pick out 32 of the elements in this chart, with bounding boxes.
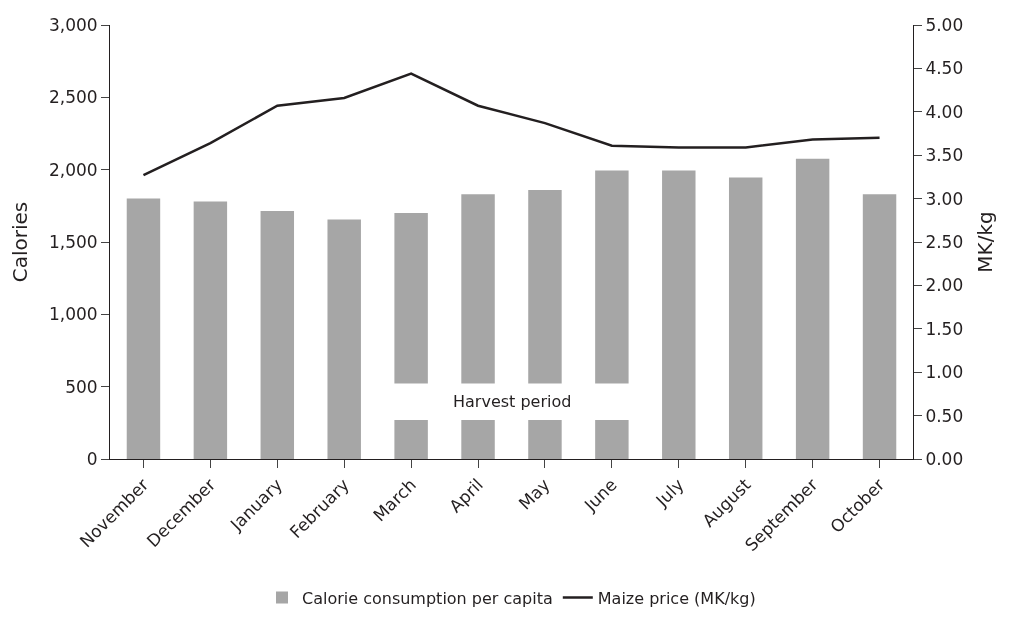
y2-axis-title: MK/kg — [972, 211, 997, 273]
y-tick-label: 500 — [65, 376, 98, 397]
bar — [795, 158, 830, 459]
y2-tick-label: 4.00 — [925, 101, 964, 122]
bar — [728, 177, 763, 459]
bar — [126, 198, 161, 459]
y-tick-label: 2,500 — [48, 87, 98, 108]
line-series — [142, 72, 881, 177]
bar — [327, 219, 361, 459]
y2-tick-label: 0.00 — [925, 448, 964, 469]
legend-label: Maize price (MK/kg) — [597, 588, 756, 608]
y2-tick-label: 1.00 — [925, 362, 964, 383]
y2-tick-label: 5.00 — [925, 14, 964, 35]
bar — [193, 201, 228, 459]
bar — [862, 194, 897, 459]
y-tick-label: 1,500 — [48, 231, 98, 252]
bar — [662, 170, 696, 459]
y2-tick-label: 2.50 — [925, 231, 964, 252]
bar — [260, 210, 295, 459]
y-tick-label: 1,000 — [48, 304, 98, 325]
band-label: Harvest period — [453, 392, 572, 411]
legend-label: Calorie consumption per capita — [302, 588, 553, 608]
y2-tick-label: 0.50 — [925, 405, 964, 426]
y-axis-title: Calories — [8, 201, 33, 283]
y2-tick-label: 3.00 — [925, 188, 964, 209]
y2-tick-label: 2.00 — [925, 275, 964, 296]
y-tick-label: 0 — [86, 448, 98, 469]
y2-tick-label: 1.50 — [925, 318, 964, 339]
y-tick-label: 2,000 — [48, 159, 98, 180]
y2-tick-label: 4.50 — [925, 58, 964, 79]
y2-tick-label: 3.50 — [925, 145, 964, 166]
y-tick-label: 3,000 — [48, 14, 98, 35]
